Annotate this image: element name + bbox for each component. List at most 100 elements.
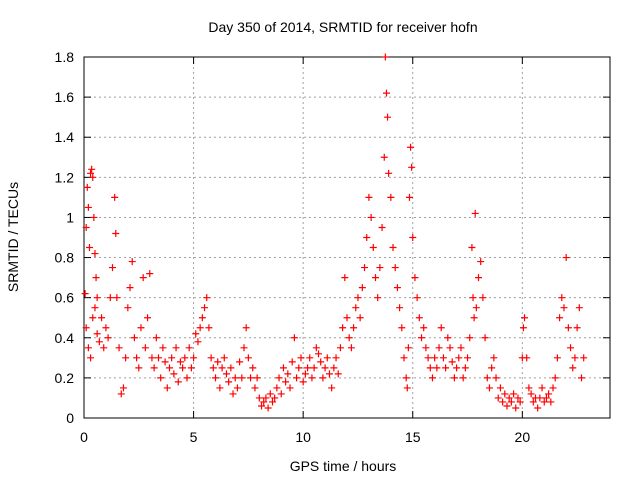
x-tick-label: 5 xyxy=(190,429,198,445)
data-point xyxy=(231,374,239,382)
data-point xyxy=(179,364,187,372)
data-point xyxy=(575,304,583,312)
data-point xyxy=(89,314,97,322)
data-point xyxy=(273,384,281,392)
data-point xyxy=(483,374,491,382)
data-point xyxy=(133,354,141,362)
data-point xyxy=(507,398,515,406)
data-point xyxy=(92,274,100,282)
data-point xyxy=(161,358,169,366)
data-point xyxy=(251,384,259,392)
data-point xyxy=(396,304,404,312)
data-point xyxy=(81,290,89,298)
data-point xyxy=(573,324,581,332)
data-point xyxy=(135,364,143,372)
data-point xyxy=(391,264,399,272)
data-point xyxy=(88,165,96,173)
data-point xyxy=(165,364,173,372)
data-point xyxy=(139,274,147,282)
data-point xyxy=(181,354,189,362)
data-point xyxy=(365,193,373,201)
data-point xyxy=(268,398,276,406)
data-point xyxy=(564,324,572,332)
data-point xyxy=(159,344,167,352)
y-tick-label: 0.2 xyxy=(55,370,75,386)
data-point xyxy=(540,398,548,406)
data-point xyxy=(400,354,408,362)
data-point xyxy=(358,284,366,292)
data-point xyxy=(247,374,255,382)
data-point xyxy=(315,350,323,358)
data-point xyxy=(381,53,389,61)
data-point xyxy=(393,284,401,292)
data-point xyxy=(405,193,413,201)
data-point xyxy=(403,384,411,392)
data-point xyxy=(367,213,375,221)
data-point xyxy=(190,354,198,362)
data-point xyxy=(203,294,211,302)
data-point xyxy=(286,384,294,392)
data-point xyxy=(233,384,241,392)
data-point xyxy=(472,304,480,312)
data-point xyxy=(115,344,123,352)
data-point xyxy=(111,193,119,201)
y-tick-label: 0.8 xyxy=(55,250,75,266)
data-point xyxy=(490,354,498,362)
data-point xyxy=(339,324,347,332)
data-point xyxy=(104,334,112,342)
data-point xyxy=(102,324,110,332)
data-point xyxy=(192,330,200,338)
data-point xyxy=(174,378,182,386)
data-point xyxy=(558,294,566,302)
data-point xyxy=(354,294,362,302)
data-point xyxy=(371,274,379,282)
data-point xyxy=(279,364,287,372)
data-point xyxy=(499,398,507,406)
data-point xyxy=(325,370,333,378)
data-point xyxy=(398,324,406,332)
data-point xyxy=(205,324,213,332)
data-point xyxy=(411,274,419,282)
data-point xyxy=(464,354,472,362)
data-point xyxy=(479,294,487,302)
data-point xyxy=(87,354,95,362)
data-point xyxy=(262,394,270,402)
data-point xyxy=(168,354,176,362)
data-point xyxy=(431,354,439,362)
y-tick-label: 0.4 xyxy=(55,330,75,346)
data-point xyxy=(310,364,318,372)
data-point xyxy=(317,358,325,366)
data-point xyxy=(82,324,90,332)
data-point xyxy=(459,374,467,382)
y-axis-label: SRMTID / TECUs xyxy=(5,182,21,292)
data-point xyxy=(545,390,553,398)
data-point xyxy=(91,250,99,258)
data-point xyxy=(275,374,283,382)
data-point xyxy=(236,358,244,366)
data-point xyxy=(415,314,423,322)
data-point xyxy=(547,398,555,406)
data-point xyxy=(361,264,369,272)
data-point xyxy=(308,374,316,382)
data-point xyxy=(328,384,336,392)
data-point xyxy=(225,378,233,386)
data-point xyxy=(87,169,95,177)
data-point xyxy=(369,244,377,252)
data-point xyxy=(418,334,426,342)
data-point xyxy=(384,113,392,121)
data-point xyxy=(299,378,307,386)
data-point xyxy=(212,374,219,382)
x-tick-label: 10 xyxy=(295,429,311,445)
data-point xyxy=(108,264,116,272)
data-point xyxy=(216,384,224,392)
data-point xyxy=(569,364,577,372)
data-point xyxy=(437,324,445,332)
y-tick-label: 1.8 xyxy=(55,49,75,65)
data-point xyxy=(255,394,263,402)
data-point xyxy=(183,374,191,382)
data-point xyxy=(209,364,217,372)
data-point xyxy=(90,213,98,221)
data-point xyxy=(433,364,441,372)
data-point xyxy=(122,354,130,362)
